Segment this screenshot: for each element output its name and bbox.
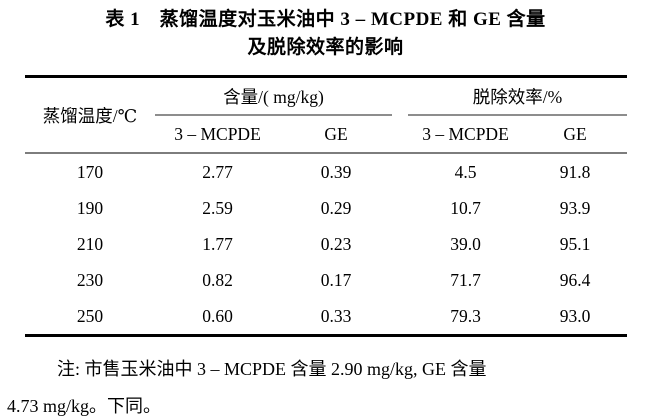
- temp-value: 190: [76, 197, 104, 218]
- removal-3mcpde-value: 39.0: [450, 233, 481, 254]
- content-3mcpde-value: 1.77: [202, 233, 233, 254]
- removal-ge-value: 95.1: [559, 233, 591, 254]
- table-caption-line2: 及脱除效率的影响: [247, 37, 404, 58]
- removal-ge-value: 96.4: [559, 269, 591, 290]
- subheader-removal-3mcpde: 3 – MCPDE: [408, 115, 523, 154]
- removal-3mcpde-value: 71.7: [450, 269, 481, 290]
- column-gap: [392, 190, 408, 226]
- table-caption: 表 1 蒸馏温度对玉米油中 3 – MCPDE 和 GE 含量 及脱除效率的影响: [0, 0, 651, 62]
- column-gap: [392, 76, 408, 154]
- content-ge-value: 0.29: [320, 197, 352, 218]
- content-ge-value: 0.23: [320, 233, 352, 254]
- header-row-groups: 蒸馏温度/℃ 含量/( mg/kg) 脱除效率/%: [25, 76, 628, 154]
- removal-3mcpde-value: 10.7: [450, 197, 481, 218]
- column-gap: [392, 226, 408, 262]
- removal-3mcpde-value: 4.5: [454, 161, 477, 182]
- removal-3mcpde-value: 79.3: [450, 305, 481, 326]
- table-row: 250 0.60 0.33 79.3 93.0: [25, 298, 627, 336]
- footnote-line1: 注: 市售玉米油中 3 – MCPDE 含量 2.90 mg/kg, GE 含量: [57, 359, 487, 379]
- temp-value: 230: [76, 269, 104, 290]
- table-footnote: 注: 市售玉米油中 3 – MCPDE 含量 2.90 mg/kg, GE 含量…: [7, 351, 639, 420]
- content-3mcpde-value: 0.82: [202, 269, 233, 290]
- temp-value: 250: [76, 305, 104, 326]
- table-row: 190 2.59 0.29 10.7 93.9: [25, 190, 627, 226]
- column-gap: [392, 262, 408, 298]
- content-3mcpde-value: 0.60: [202, 305, 233, 326]
- content-ge-value: 0.33: [320, 305, 352, 326]
- content-ge-value: 0.17: [320, 269, 352, 290]
- temp-value: 210: [76, 233, 104, 254]
- subheader-content-3mcpde: 3 – MCPDE: [155, 115, 280, 154]
- content-3mcpde-value: 2.59: [202, 197, 233, 218]
- header-group-content: 含量/( mg/kg): [155, 76, 392, 116]
- table-row: 230 0.82 0.17 71.7 96.4: [25, 262, 627, 298]
- header-group-removal: 脱除效率/%: [408, 76, 628, 116]
- header-temperature: 蒸馏温度/℃: [25, 76, 155, 154]
- content-3mcpde-value: 2.77: [202, 161, 233, 182]
- content-ge-value: 0.39: [320, 161, 352, 182]
- subheader-content-ge: GE: [280, 115, 392, 154]
- table-row: 210 1.77 0.23 39.0 95.1: [25, 226, 627, 262]
- footnote-line2: 4.73 mg/kg。下同。: [7, 396, 162, 416]
- subheader-removal-ge: GE: [523, 115, 628, 154]
- removal-ge-value: 93.9: [559, 197, 591, 218]
- data-table: 蒸馏温度/℃ 含量/( mg/kg) 脱除效率/% 3 – MCPDE GE 3…: [25, 75, 628, 337]
- removal-ge-value: 93.0: [559, 305, 591, 326]
- table-row: 170 2.77 0.39 4.5 91.8: [25, 153, 627, 190]
- table-caption-line1: 表 1 蒸馏温度对玉米油中 3 – MCPDE 和 GE 含量: [105, 9, 546, 30]
- column-gap: [392, 298, 408, 336]
- temp-value: 170: [76, 161, 104, 182]
- removal-ge-value: 91.8: [559, 161, 591, 182]
- column-gap: [392, 153, 408, 190]
- header-row-sub: 3 – MCPDE GE 3 – MCPDE GE: [25, 115, 628, 154]
